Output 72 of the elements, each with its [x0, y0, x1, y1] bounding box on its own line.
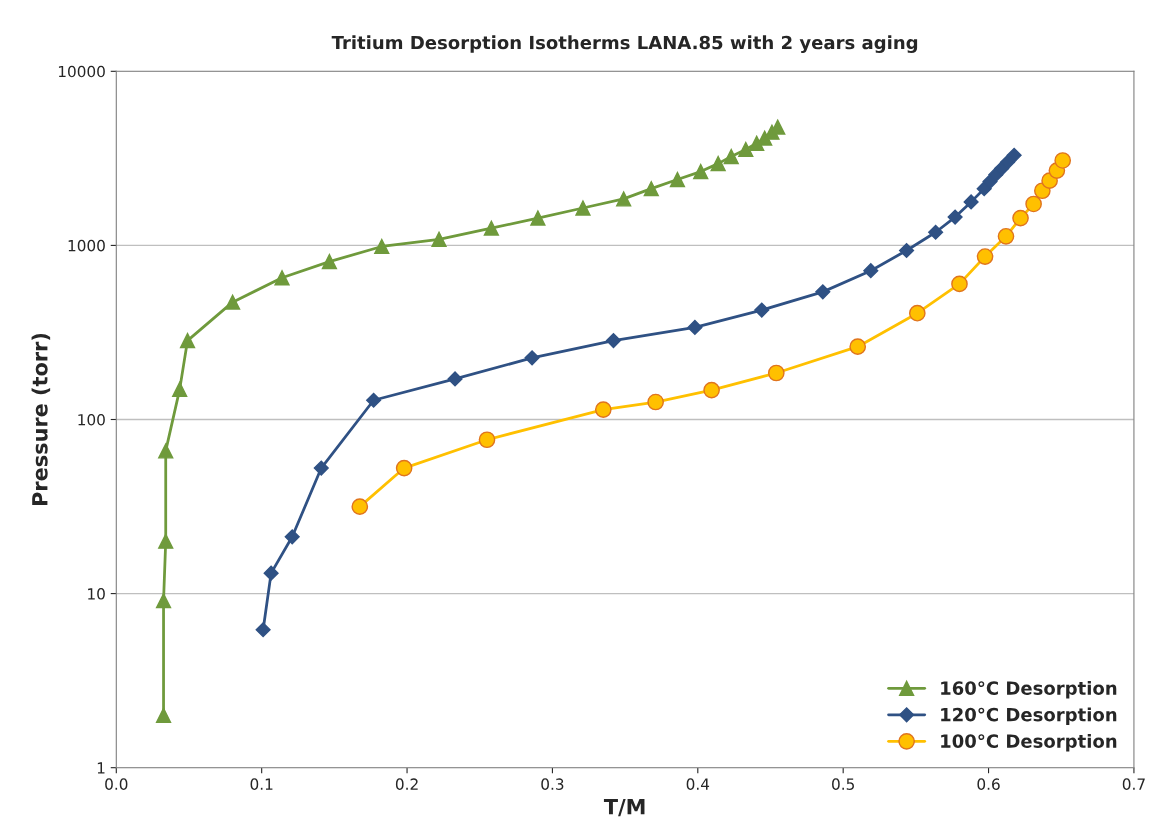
point: [483, 220, 500, 236]
point: [605, 333, 622, 349]
point: [710, 155, 726, 172]
point: [224, 294, 241, 310]
y-tick-label: 100: [78, 413, 105, 426]
point: [158, 533, 174, 549]
point: [738, 141, 754, 158]
point: [179, 332, 196, 349]
point: [647, 393, 664, 411]
point: [155, 707, 172, 723]
point: [321, 253, 338, 270]
y-tick-label: 1: [97, 762, 105, 774]
y-tick-label: 10: [88, 588, 105, 600]
point: [947, 209, 963, 225]
point: [693, 163, 709, 180]
point: [1025, 195, 1042, 213]
x-tick-label: 0.6: [977, 778, 1000, 790]
point: [284, 529, 300, 545]
point: [447, 371, 463, 387]
x-axis-title: T/M: [603, 799, 645, 817]
point: [431, 231, 447, 247]
point: [849, 338, 867, 356]
x-tick-label: 0.5: [832, 778, 854, 790]
point: [863, 263, 879, 279]
point: [815, 284, 831, 300]
point: [643, 181, 659, 197]
point: [1054, 152, 1072, 169]
x-tick-label: 0.3: [541, 778, 564, 790]
point: [155, 593, 172, 609]
point: [395, 459, 413, 477]
point: [255, 622, 271, 638]
point: [963, 194, 979, 210]
point: [530, 210, 546, 226]
point: [997, 227, 1015, 245]
point: [478, 431, 496, 449]
point: [158, 443, 174, 459]
y-axis-title: Pressure (torr): [31, 333, 51, 505]
point: [723, 148, 739, 165]
point: [669, 171, 686, 188]
x-tick-label: 0.0: [105, 778, 128, 790]
legend-label: 100°C Desorption: [941, 733, 1117, 752]
point: [172, 381, 188, 397]
point: [524, 350, 540, 366]
point: [575, 200, 591, 216]
point: [687, 319, 703, 335]
x-tick-label: 0.1: [250, 778, 273, 790]
y-tick-label: 10000: [58, 65, 105, 78]
legend-label: 120°C Desorption: [941, 707, 1117, 725]
point: [351, 498, 369, 515]
point: [594, 401, 612, 418]
point: [951, 275, 968, 293]
point: [366, 392, 382, 408]
point: [1006, 147, 1022, 163]
point: [1012, 209, 1029, 227]
x-tick-label: 0.2: [395, 778, 418, 790]
chart-title: Tritium Desorption Isotherms LANA.85 with 2 years aging: [331, 35, 918, 53]
y-tick-label: 1000: [68, 239, 105, 252]
point: [374, 238, 390, 255]
point: [928, 224, 944, 240]
x-tick-label: 0.7: [1122, 778, 1145, 790]
point: [767, 364, 785, 382]
point: [898, 242, 915, 259]
point: [274, 270, 290, 286]
point: [263, 565, 279, 581]
legend-label: 160°C Desorption: [941, 680, 1117, 699]
point: [703, 381, 720, 399]
point: [976, 248, 994, 265]
point: [754, 302, 770, 318]
point: [313, 460, 329, 476]
point: [908, 304, 926, 322]
x-tick-label: 0.4: [686, 778, 710, 790]
point: [616, 191, 632, 207]
